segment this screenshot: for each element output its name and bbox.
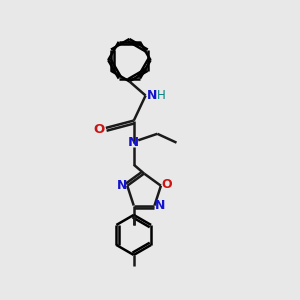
Text: N: N — [117, 179, 127, 192]
Text: O: O — [161, 178, 172, 191]
Text: N: N — [147, 89, 158, 102]
Text: H: H — [157, 89, 166, 102]
Text: N: N — [128, 136, 140, 149]
Text: O: O — [94, 123, 105, 136]
Text: N: N — [154, 199, 165, 212]
